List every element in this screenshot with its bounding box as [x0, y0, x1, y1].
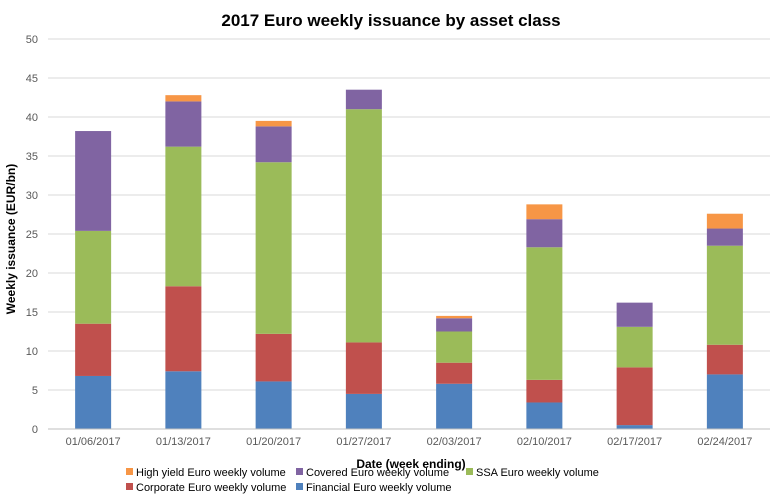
bar-segment [165, 95, 202, 102]
bar-segment [165, 101, 202, 147]
y-tick-label: 5 [32, 385, 38, 397]
y-tick-label: 0 [32, 424, 38, 436]
legend-label: Corporate Euro weekly volume [136, 482, 286, 494]
bar-segment [706, 228, 743, 246]
x-tick-label: 02/10/2017 [517, 436, 572, 448]
x-tick-label: 01/20/2017 [246, 436, 301, 448]
x-tick-label: 02/17/2017 [607, 436, 662, 448]
bars [75, 89, 743, 429]
y-tick-label: 50 [26, 34, 38, 46]
legend: High yield Euro weekly volume Covered Eur… [126, 467, 599, 494]
bar-segment [345, 109, 382, 343]
bar-segment [436, 331, 473, 363]
bar-segment [616, 425, 653, 429]
bar-segment [526, 402, 563, 429]
axes: 0 5 10 15 20 25 30 35 40 45 50 01/06/2017 01/13/2017… [26, 34, 770, 448]
y-tick-label: 30 [26, 190, 38, 202]
bar-segment [436, 318, 473, 332]
bar-segment [526, 247, 563, 380]
y-tick-label: 10 [26, 346, 38, 358]
bar-segment [165, 286, 202, 372]
bar-segment [165, 371, 202, 429]
legend-label: High yield Euro weekly volume [136, 467, 286, 479]
bar-segment [75, 375, 112, 429]
bar-segment [436, 315, 473, 319]
bar-segment [255, 333, 292, 382]
bar-segment [345, 342, 382, 394]
bar-segment [75, 230, 112, 324]
x-tick-label: 01/27/2017 [336, 436, 391, 448]
y-tick-label: 15 [26, 307, 38, 319]
grid-lines [48, 38, 770, 430]
x-tick-label: 02/24/2017 [697, 436, 752, 448]
bar-segment [616, 326, 653, 368]
y-tick-label: 35 [26, 151, 38, 163]
bar-segment [345, 393, 382, 429]
x-tick-label: 01/13/2017 [156, 436, 211, 448]
bar-segment [75, 131, 112, 231]
y-tick-label: 40 [26, 112, 38, 124]
bar-segment [706, 374, 743, 429]
y-axis-title: Weekly issuance (EUR/bn) [4, 164, 18, 315]
y-tick-label: 25 [26, 229, 38, 241]
legend-swatch [126, 483, 133, 490]
bar-segment [526, 219, 563, 248]
bar-segment [345, 89, 382, 110]
bar-segment [436, 383, 473, 429]
legend-swatch [126, 468, 133, 475]
bar-segment [255, 126, 292, 163]
bar-segment [706, 344, 743, 375]
bar-segment [706, 213, 743, 229]
bar-segment [436, 362, 473, 384]
y-tick-label: 45 [26, 73, 38, 85]
bar-segment [526, 379, 563, 403]
bar-segment [165, 146, 202, 287]
legend-label: Covered Euro weekly volume [306, 467, 449, 479]
legend-label: SSA Euro weekly volume [476, 467, 599, 479]
x-tick-label: 01/06/2017 [66, 436, 121, 448]
bar-segment [526, 204, 563, 220]
legend-swatch [296, 468, 303, 475]
bar-segment [616, 367, 653, 426]
x-tick-label: 02/03/2017 [427, 436, 482, 448]
x-axis-title: Date (week ending) [356, 457, 465, 471]
bar-segment [255, 381, 292, 429]
bar-segment [255, 120, 292, 127]
bar-segment [75, 323, 112, 376]
bar-segment [706, 245, 743, 345]
legend-swatch [296, 483, 303, 490]
bar-segment [255, 162, 292, 334]
legend-swatch [466, 468, 473, 475]
y-tick-label: 20 [26, 268, 38, 280]
bar-segment [616, 302, 653, 327]
legend-label: Financial Euro weekly volume [306, 482, 452, 494]
chart-title: 2017 Euro weekly issuance by asset class [221, 11, 560, 30]
